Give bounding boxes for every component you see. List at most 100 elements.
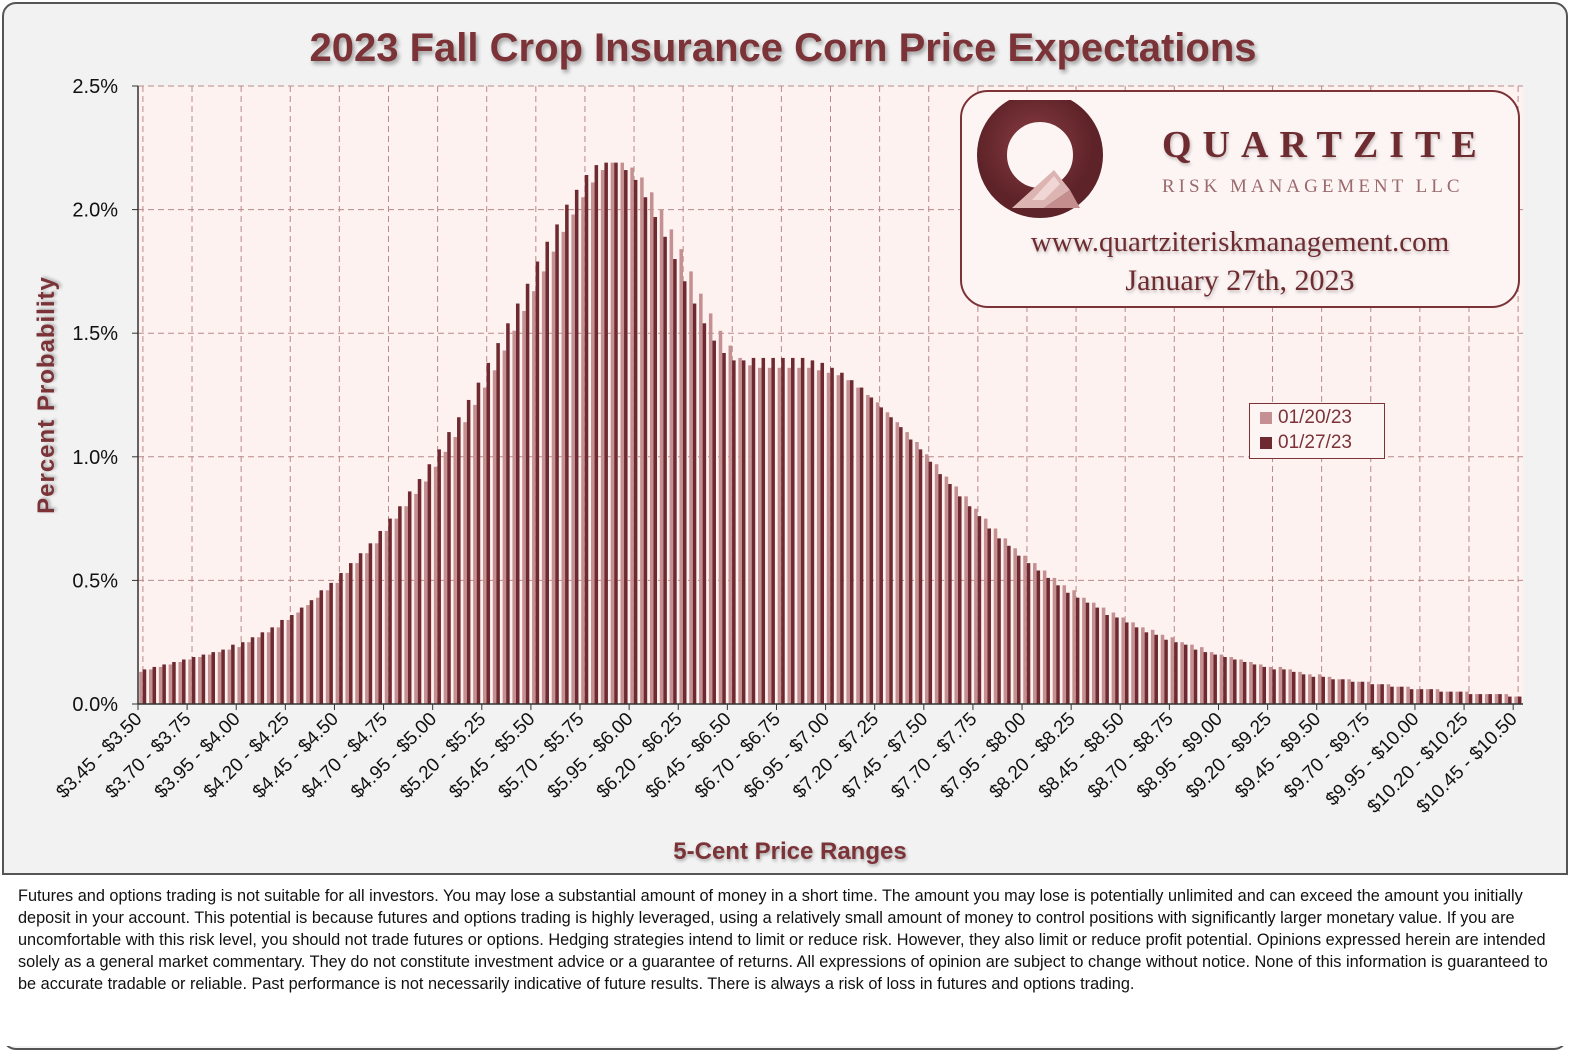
bar-series-2 (565, 204, 569, 704)
bar-series-1 (993, 528, 998, 704)
bar-series-1 (1308, 674, 1312, 704)
bar-series-2 (231, 644, 235, 704)
bar-series-2 (899, 427, 903, 704)
bar-series-1 (473, 404, 477, 704)
bar-series-2 (820, 362, 825, 704)
bar-series-2 (624, 170, 628, 705)
bar-series-1 (247, 642, 251, 704)
bar-series-1 (728, 345, 733, 704)
logo-subtitle: RISK MANAGEMENT LLC (1162, 176, 1464, 197)
bar-series-1 (797, 367, 801, 704)
bar-series-2 (358, 553, 363, 704)
bar-series-1 (1239, 659, 1243, 704)
bar-series-1 (885, 412, 890, 704)
bar-series-2 (515, 303, 520, 704)
bar-series-2 (1075, 597, 1080, 704)
bar-series-2 (712, 340, 716, 704)
bar-series-1 (266, 632, 271, 704)
bar-series-1 (1170, 637, 1175, 704)
bar-series-2 (594, 165, 599, 705)
bar-series-2 (1203, 652, 1208, 704)
bar-series-2 (682, 281, 687, 704)
bar-series-2 (555, 224, 559, 704)
y-tick-label: 0.0% (72, 694, 118, 716)
bar-series-2 (221, 649, 225, 704)
bar-series-1 (463, 422, 467, 704)
bar-series-1 (1200, 647, 1204, 704)
bar-series-1 (905, 432, 909, 704)
bar-series-2 (1026, 563, 1031, 704)
bar-series-1 (355, 563, 359, 704)
bar-series-2 (368, 543, 373, 704)
bar-series-1 (1268, 666, 1273, 704)
bar-series-1 (433, 466, 438, 704)
bar-series-1 (345, 572, 349, 704)
bar-series-1 (1003, 538, 1008, 704)
bar-series-2 (388, 518, 392, 704)
bar-series-2 (879, 407, 883, 704)
bar-series-1 (188, 659, 192, 704)
bar-series-2 (781, 357, 785, 704)
y-tick-label: 0.5% (72, 570, 118, 592)
bar-series-2 (309, 600, 314, 704)
bar-series-2 (761, 357, 766, 704)
bar-series-2 (751, 357, 756, 704)
bar-series-2 (191, 657, 196, 704)
bar-series-2 (1409, 689, 1414, 704)
bar-series-1 (1337, 679, 1342, 704)
bar-series-1 (1062, 585, 1067, 704)
bar-series-1 (856, 387, 860, 704)
bar-series-1 (374, 543, 379, 704)
bar-series-1 (571, 214, 575, 705)
bar-series-1 (384, 530, 389, 704)
bar-series-1 (1278, 666, 1283, 704)
bar-series-2 (1007, 545, 1011, 704)
bar-series-2 (182, 659, 186, 704)
bar-series-1 (217, 652, 222, 704)
bar-series-1 (1052, 577, 1057, 704)
bar-series-2 (1311, 676, 1316, 704)
bar-series-2 (1449, 691, 1453, 704)
bar-series-1 (158, 666, 163, 704)
bar-series-2 (663, 236, 667, 705)
bar-series-1 (934, 464, 939, 704)
bar-series-2 (633, 179, 638, 704)
bar-series-1 (807, 367, 811, 704)
bar-series-2 (997, 538, 1001, 704)
bar-series-1 (620, 162, 625, 704)
bar-series-1 (1494, 694, 1499, 704)
bar-series-1 (1396, 686, 1401, 704)
bar-series-2 (1458, 691, 1463, 704)
bar-series-1 (404, 506, 408, 704)
bar-series-1 (257, 637, 261, 704)
bar-series-1 (276, 627, 281, 704)
bar-series-1 (924, 454, 929, 704)
bar-series-2 (329, 582, 333, 704)
x-tick-layer: $3.45 - $3.50$3.70 - $3.75$3.95 - $4.00$… (52, 704, 1522, 818)
bar-series-2 (800, 357, 805, 704)
bar-series-1 (581, 197, 585, 705)
bar-series-2 (722, 352, 726, 704)
bar-series-1 (816, 370, 821, 704)
bar-series-2 (1262, 666, 1267, 704)
bar-series-2 (889, 417, 893, 704)
bar-series-2 (987, 528, 992, 704)
bar-series-1 (149, 669, 153, 704)
bar-series-2 (211, 652, 216, 704)
bar-series-2 (1183, 644, 1188, 704)
bar-series-2 (1360, 681, 1365, 704)
bar-series-2 (299, 607, 304, 704)
bar-series-2 (574, 189, 579, 704)
bar-series-2 (859, 387, 864, 704)
bar-series-2 (476, 382, 481, 704)
bar-series-2 (938, 474, 942, 704)
bar-series-1 (1091, 602, 1096, 704)
bar-series-2 (1164, 639, 1168, 704)
bar-series-2 (260, 632, 265, 704)
bar-series-2 (928, 461, 933, 704)
quartzite-logo-icon (977, 100, 1103, 218)
bar-series-2 (339, 572, 343, 704)
y-tick-layer: 0.0% 0.5% 1.0% 1.5% 2.0% 2.5% (72, 76, 138, 716)
bar-series-1 (1317, 674, 1322, 704)
bar-series-1 (394, 518, 399, 704)
